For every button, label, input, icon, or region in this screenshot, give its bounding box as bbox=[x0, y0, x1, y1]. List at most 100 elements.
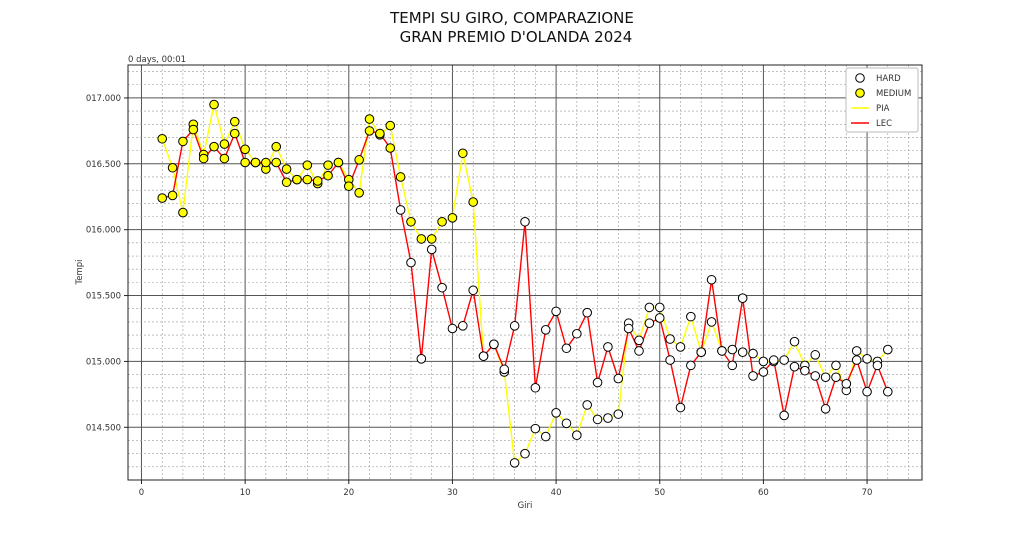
series-line-lec bbox=[162, 128, 889, 417]
point-lec-lap-7 bbox=[209, 141, 219, 152]
x-tick-label: 40 bbox=[551, 488, 562, 498]
point-lec-lap-45 bbox=[603, 342, 613, 352]
point-lec-lap-40 bbox=[551, 306, 561, 317]
point-lec-lap-43 bbox=[582, 307, 592, 318]
chart-title-line2: GRAN PREMIO D'OLANDA 2024 bbox=[400, 28, 633, 46]
point-pia-lap-63 bbox=[789, 336, 800, 347]
point-pia-lap-4 bbox=[178, 207, 188, 218]
x-tick-label: 0 bbox=[139, 488, 144, 498]
point-lec-lap-51 bbox=[665, 355, 675, 365]
legend-marker-hard bbox=[855, 73, 865, 83]
point-pia-lap-43 bbox=[582, 400, 592, 410]
point-pia-lap-32 bbox=[468, 197, 478, 207]
y-tick-label: 016.500 bbox=[86, 160, 121, 170]
point-lec-lap-29 bbox=[437, 282, 447, 293]
point-lec-lap-54 bbox=[696, 347, 707, 358]
point-lec-lap-67 bbox=[831, 372, 841, 383]
point-lec-lap-6 bbox=[198, 153, 209, 164]
point-lec-lap-52 bbox=[675, 402, 686, 413]
y-tick-label: 015.500 bbox=[86, 292, 121, 302]
x-axis: 0 10 20 30 40 50 60 70 bbox=[139, 480, 873, 498]
point-lec-lap-39 bbox=[540, 325, 551, 335]
point-lec-lap-4 bbox=[178, 136, 188, 147]
point-pia-lap-53 bbox=[686, 311, 696, 322]
point-lec-lap-53 bbox=[686, 360, 696, 371]
point-pia-lap-3 bbox=[167, 162, 178, 173]
point-pia-lap-48 bbox=[634, 335, 644, 346]
point-lec-lap-48 bbox=[634, 346, 644, 356]
point-lec-lap-13 bbox=[271, 157, 282, 168]
point-lec-lap-2 bbox=[157, 193, 168, 203]
y-tick-label: 017.000 bbox=[86, 94, 121, 104]
point-lec-lap-64 bbox=[800, 365, 810, 376]
point-lec-lap-70 bbox=[862, 386, 872, 397]
point-pia-lap-36 bbox=[509, 458, 520, 468]
point-pia-lap-7 bbox=[209, 99, 219, 110]
point-pia-lap-39 bbox=[540, 431, 551, 442]
point-lec-lap-32 bbox=[468, 285, 478, 296]
y-tick-label: 016.000 bbox=[86, 226, 121, 236]
point-lec-lap-62 bbox=[779, 410, 789, 421]
point-lec-lap-17 bbox=[312, 176, 323, 186]
x-tick-label: 30 bbox=[447, 488, 458, 498]
point-lec-lap-22 bbox=[364, 126, 375, 136]
point-lec-lap-37 bbox=[520, 216, 530, 227]
point-lec-lap-63 bbox=[789, 361, 800, 372]
legend-label-medium: MEDIUM bbox=[876, 89, 911, 99]
legend-label-pia: PIA bbox=[876, 104, 890, 114]
point-lec-lap-15 bbox=[292, 174, 302, 185]
point-lec-lap-58 bbox=[737, 293, 748, 303]
point-lec-lap-9 bbox=[229, 128, 240, 139]
chart-title-line1: TEMPI SU GIRO, COMPARAZIONE bbox=[389, 9, 634, 27]
x-tick-label: 50 bbox=[654, 488, 665, 498]
point-lec-lap-38 bbox=[530, 382, 541, 393]
point-lec-lap-27 bbox=[416, 353, 427, 364]
point-pia-lap-10 bbox=[240, 144, 250, 155]
point-pia-lap-58 bbox=[737, 347, 748, 358]
point-lec-lap-55 bbox=[706, 274, 717, 285]
point-pia-lap-31 bbox=[458, 148, 468, 159]
point-lec-lap-57 bbox=[727, 360, 738, 371]
point-pia-lap-24 bbox=[385, 120, 396, 131]
point-pia-lap-9 bbox=[229, 116, 240, 127]
legend-label-lec: LEC bbox=[876, 119, 892, 129]
point-lec-lap-12 bbox=[261, 157, 271, 168]
point-pia-lap-28 bbox=[426, 234, 437, 244]
point-pia-lap-42 bbox=[572, 430, 582, 441]
point-lec-lap-23 bbox=[375, 128, 385, 139]
point-lec-lap-26 bbox=[406, 257, 416, 268]
point-pia-lap-66 bbox=[820, 372, 831, 383]
point-lec-lap-71 bbox=[872, 360, 883, 371]
point-pia-lap-25 bbox=[395, 172, 406, 182]
legend-label-hard: HARD bbox=[876, 74, 901, 84]
plot-area-frame bbox=[127, 64, 923, 481]
point-pia-lap-21 bbox=[354, 187, 364, 198]
x-tick-label: 60 bbox=[758, 488, 769, 498]
point-lec-lap-56 bbox=[717, 346, 727, 356]
point-pia-lap-70 bbox=[862, 353, 872, 364]
y-tick-label: 015.000 bbox=[86, 357, 121, 367]
x-tick-label: 70 bbox=[862, 488, 873, 498]
point-lec-lap-18 bbox=[323, 170, 333, 181]
point-pia-lap-57 bbox=[727, 344, 738, 355]
y-tick-label: 014.500 bbox=[86, 423, 121, 433]
point-pia-lap-51 bbox=[665, 334, 675, 344]
point-pia-lap-49 bbox=[644, 302, 655, 313]
point-lec-lap-41 bbox=[561, 343, 572, 354]
x-axis-label: Giri bbox=[518, 501, 533, 511]
point-lec-lap-24 bbox=[385, 143, 396, 153]
point-lec-lap-28 bbox=[426, 244, 437, 255]
y-axis-label: Tempi bbox=[75, 259, 85, 285]
point-lec-lap-30 bbox=[447, 323, 458, 334]
point-lec-lap-47 bbox=[623, 323, 634, 334]
point-pia-lap-13 bbox=[271, 141, 282, 152]
point-pia-lap-41 bbox=[561, 418, 572, 429]
point-lec-lap-60 bbox=[758, 367, 769, 377]
point-pia-lap-72 bbox=[882, 344, 893, 355]
point-lec-lap-19 bbox=[333, 157, 344, 168]
point-lec-lap-20 bbox=[343, 181, 354, 192]
legend-box bbox=[845, 67, 919, 133]
point-pia-lap-44 bbox=[592, 414, 603, 425]
x-tick-label: 10 bbox=[240, 488, 251, 498]
point-pia-lap-30 bbox=[447, 213, 458, 223]
